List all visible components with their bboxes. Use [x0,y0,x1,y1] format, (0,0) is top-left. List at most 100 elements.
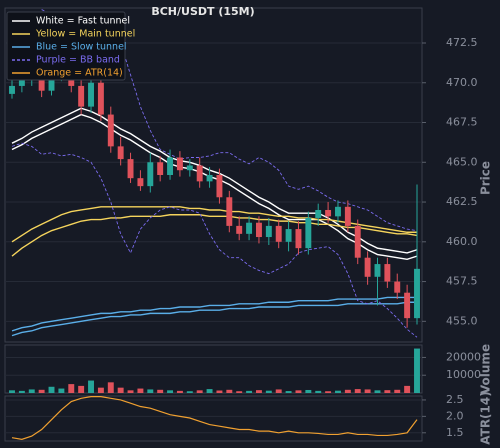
candle-body [88,82,94,107]
y-tick-label: 472.5 [446,36,478,49]
volume-bar [384,390,391,393]
candle-body [196,165,203,182]
candle-body [344,206,351,226]
candle-body [127,159,134,179]
volume-bar [38,389,45,393]
volume-bar [216,390,223,393]
y-axis-label: Price [479,161,493,195]
volume-panel [4,344,423,394]
volume-bar [127,390,134,393]
candle-body [265,225,272,238]
volume-bar [226,389,233,393]
volume-bar [117,387,124,393]
candle-body [315,209,322,218]
legend-label: White = Fast tunnel [36,16,130,27]
candle-body [157,162,164,175]
volume-bar [88,380,94,393]
candle-body [216,175,223,198]
candle-body [107,114,114,147]
volume-bar [255,390,262,393]
line [11,296,417,332]
volume-bar [196,390,203,393]
candle-body [236,225,243,234]
volume-bar [394,389,401,393]
y-tick-label: 1.5 [446,426,464,439]
candle-body [246,222,253,234]
candle-body [335,206,341,217]
volume-bar [354,389,361,393]
volume-bar [147,389,154,393]
legend-box [6,11,126,81]
volume-bar [325,391,332,393]
y-tick-label: 10000 [446,368,481,381]
y-tick-label: 2.0 [446,409,464,422]
candle-body [226,197,233,226]
y-axis-label: Volume [479,344,493,394]
volume-bar [414,348,420,393]
volume-bar [97,387,104,393]
candle-body [97,82,104,115]
candle-body [285,229,292,242]
y-tick-label: 2.5 [446,393,464,406]
volume-bar [246,390,253,393]
volume-bar [78,385,85,393]
candle-body [167,157,174,175]
line [11,396,418,440]
volume-bar [285,391,292,393]
volume-bar [58,388,65,393]
candle-body [255,222,262,238]
candle-body [137,178,144,187]
volume-bar [335,390,341,393]
candle-body [325,209,332,217]
volume-bar [48,386,55,393]
volume-bar [137,388,144,393]
candle-body [78,85,85,107]
candle-body [295,229,302,249]
candle-body [354,225,361,258]
volume-bar [374,390,381,393]
volume-bar [68,384,75,393]
volume-bar [236,391,243,393]
legend-label: Blue = Slow tunnel [36,42,127,53]
volume-bar [344,389,351,393]
volume-bar [157,389,164,393]
volume-bar [18,390,25,393]
y-tick-label: 465.0 [446,155,478,168]
line [11,107,418,254]
candle-body [48,74,55,91]
y-tick-label: 20000 [446,350,481,363]
candle-body [394,281,401,293]
legend-label: Orange = ATR(14) [36,68,123,79]
candle-body [9,85,15,94]
volume-bar [305,389,312,393]
volume-bar [9,390,15,393]
candle-body [384,264,391,282]
y-tick-label: 455.0 [446,314,478,327]
price-panel [4,7,423,343]
y-tick-label: 457.5 [446,275,478,288]
volume-bar [28,389,35,393]
chart-title: BCH/USDT (15M) [151,5,254,18]
atr-panel [4,395,423,442]
volume-bar [364,389,371,393]
y-axis-label: ATR(14) [479,391,493,444]
line [11,301,417,337]
candle-body [176,157,183,171]
volume-bar [315,390,322,393]
line [11,113,418,261]
volume-bar [265,390,272,393]
volume-bar [206,389,213,393]
volume-bar [107,382,114,393]
volume-bar [404,385,411,393]
candle-body [147,162,154,187]
volume-bar [176,390,183,393]
y-tick-label: 467.5 [446,116,478,129]
candle-body [206,175,213,182]
volume-bar [167,390,174,393]
line [11,142,418,338]
candle-body [18,79,25,86]
y-tick-label: 470.0 [446,76,478,89]
line [11,214,418,257]
volume-bar [186,391,193,393]
